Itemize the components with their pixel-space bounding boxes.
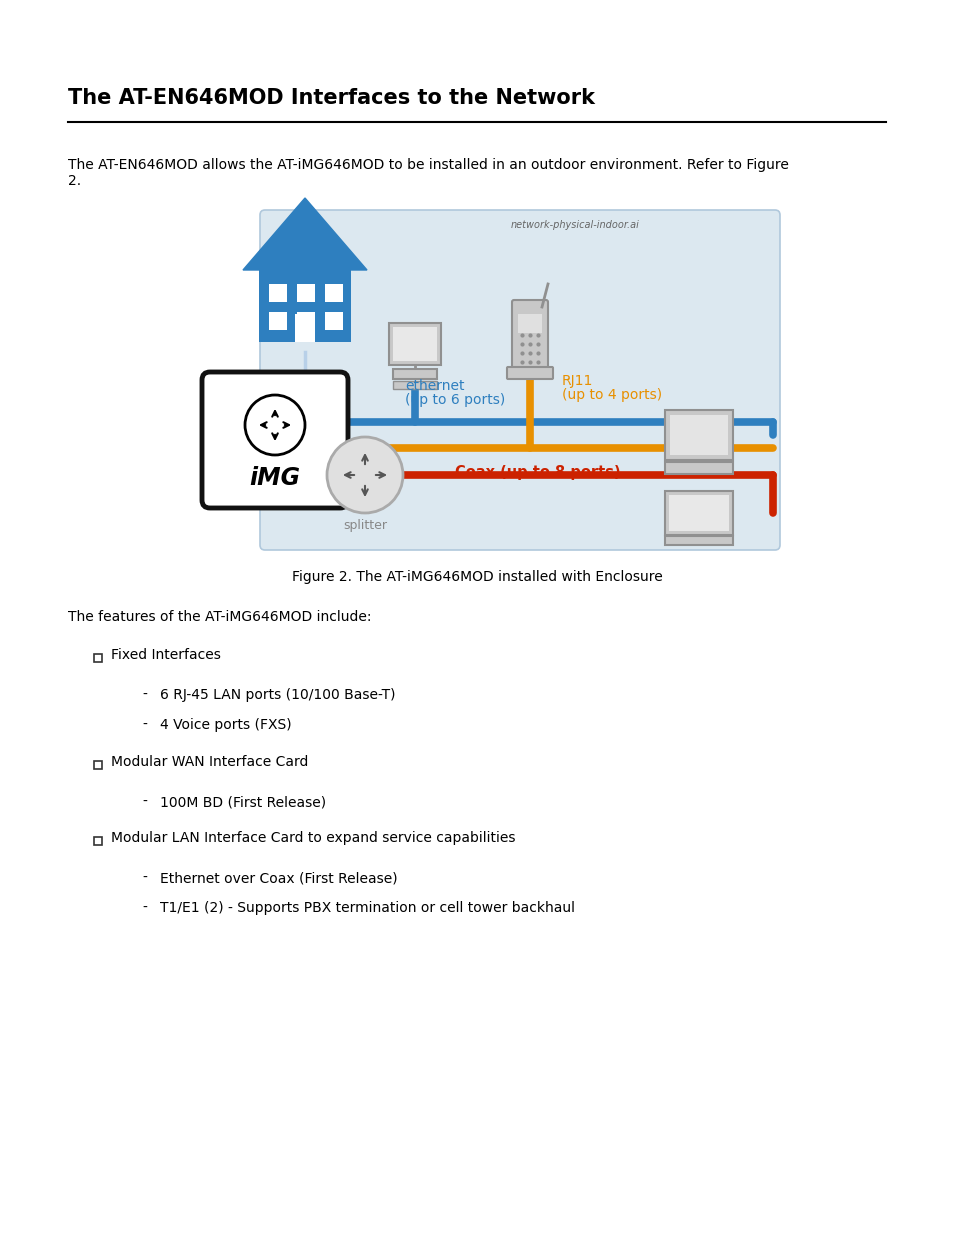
Circle shape — [245, 395, 305, 454]
Text: Coax (up to 8 ports): Coax (up to 8 ports) — [455, 466, 620, 480]
Text: -: - — [142, 688, 148, 701]
Text: 4 Voice ports (FXS): 4 Voice ports (FXS) — [160, 718, 292, 732]
Text: The AT-EN646MOD Interfaces to the Network: The AT-EN646MOD Interfaces to the Networ… — [68, 88, 595, 107]
FancyBboxPatch shape — [94, 761, 102, 768]
Text: T1/E1 (2) - Supports PBX termination or cell tower backhaul: T1/E1 (2) - Supports PBX termination or … — [160, 902, 575, 915]
FancyBboxPatch shape — [260, 210, 780, 550]
FancyBboxPatch shape — [94, 653, 102, 662]
Text: The AT-EN646MOD allows the AT-iMG646MOD to be installed in an outdoor environmen: The AT-EN646MOD allows the AT-iMG646MOD … — [68, 158, 788, 188]
FancyBboxPatch shape — [669, 415, 727, 454]
Text: RJ11: RJ11 — [561, 374, 593, 388]
Text: -: - — [142, 902, 148, 915]
Text: Modular WAN Interface Card: Modular WAN Interface Card — [111, 755, 308, 769]
Text: splitter: splitter — [343, 519, 387, 532]
FancyBboxPatch shape — [94, 836, 102, 845]
Bar — [325, 312, 343, 330]
FancyBboxPatch shape — [389, 324, 440, 366]
FancyBboxPatch shape — [668, 495, 728, 531]
Bar — [294, 314, 314, 342]
Text: Modular LAN Interface Card to expand service capabilities: Modular LAN Interface Card to expand ser… — [111, 831, 515, 845]
FancyBboxPatch shape — [506, 367, 553, 379]
Text: -: - — [142, 795, 148, 809]
Bar — [296, 312, 314, 330]
FancyBboxPatch shape — [393, 327, 436, 361]
Text: (up to 4 ports): (up to 4 ports) — [561, 388, 661, 403]
Text: ethernet: ethernet — [405, 379, 464, 393]
Bar — [269, 312, 287, 330]
Text: 6 RJ-45 LAN ports (10/100 Base-T): 6 RJ-45 LAN ports (10/100 Base-T) — [160, 688, 395, 701]
Text: Fixed Interfaces: Fixed Interfaces — [111, 648, 221, 662]
FancyBboxPatch shape — [393, 369, 436, 379]
FancyBboxPatch shape — [664, 410, 732, 459]
Text: The features of the AT-iMG646MOD include:: The features of the AT-iMG646MOD include… — [68, 610, 371, 624]
Polygon shape — [243, 198, 367, 270]
Text: -: - — [142, 871, 148, 885]
Text: (up to 6 ports): (up to 6 ports) — [405, 393, 505, 408]
Bar — [296, 284, 314, 303]
FancyBboxPatch shape — [664, 536, 732, 545]
Bar — [269, 284, 287, 303]
Text: iMG: iMG — [250, 466, 300, 490]
Bar — [325, 284, 343, 303]
FancyBboxPatch shape — [512, 300, 547, 372]
Text: network-physical-indoor.ai: network-physical-indoor.ai — [510, 220, 639, 230]
FancyBboxPatch shape — [202, 372, 348, 508]
FancyBboxPatch shape — [664, 462, 732, 474]
FancyBboxPatch shape — [664, 492, 732, 535]
Circle shape — [327, 437, 402, 513]
Text: -: - — [142, 718, 148, 732]
Text: 100M BD (First Release): 100M BD (First Release) — [160, 795, 326, 809]
Text: Ethernet over Coax (First Release): Ethernet over Coax (First Release) — [160, 871, 397, 885]
Text: Figure 2. The AT-iMG646MOD installed with Enclosure: Figure 2. The AT-iMG646MOD installed wit… — [292, 571, 661, 584]
FancyBboxPatch shape — [393, 382, 436, 389]
FancyBboxPatch shape — [258, 270, 351, 342]
FancyBboxPatch shape — [517, 314, 541, 332]
